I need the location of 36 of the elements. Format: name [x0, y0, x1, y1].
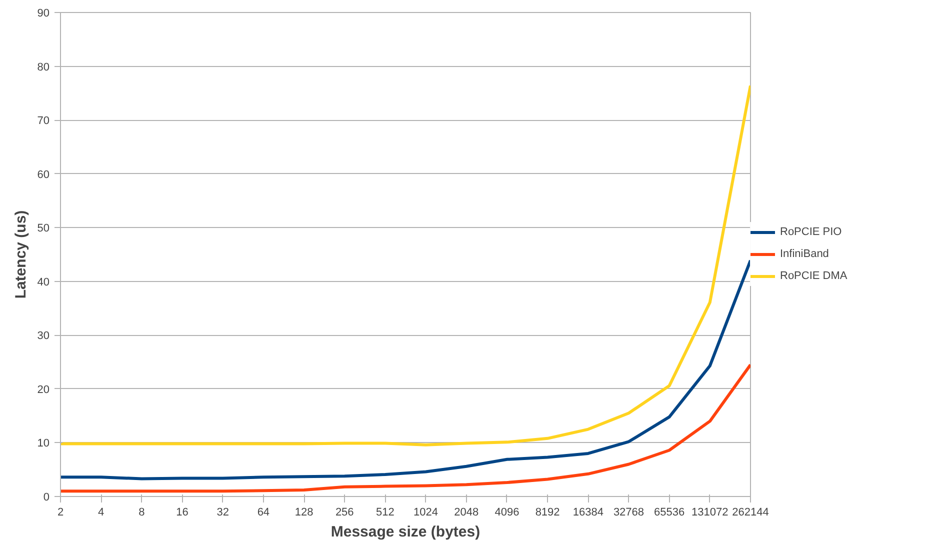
legend-label: RoPCIE DMA [780, 270, 848, 282]
x-tick-label: 32768 [613, 506, 644, 518]
x-tick-label: 16384 [572, 506, 604, 518]
y-tick-label: 0 [43, 492, 50, 504]
x-tick-label: 65536 [654, 506, 685, 518]
x-tick-label: 262144 [732, 506, 769, 518]
y-axis-title: Latency (us) [12, 210, 30, 299]
legend-label: InfiniBand [780, 248, 829, 260]
y-tick-label: 80 [37, 61, 50, 74]
x-tick-label: 8192 [535, 506, 560, 518]
x-tick-label: 32 [216, 506, 229, 518]
x-tick-label: 16 [176, 506, 188, 518]
x-tick-label: 131072 [692, 506, 728, 518]
legend-label: RoPCIE PIO [780, 226, 842, 238]
x-tick-label: 128 [294, 506, 314, 518]
x-tick-label: 512 [376, 506, 394, 518]
y-tick-label: 40 [37, 276, 50, 288]
x-tick-label: 256 [335, 506, 354, 518]
y-tick-label: 70 [37, 115, 50, 128]
x-tick-label: 2048 [454, 506, 479, 518]
x-tick-label: 4 [98, 506, 104, 518]
y-tick-label: 10 [37, 438, 50, 450]
x-tick-label: 1024 [414, 506, 438, 518]
y-tick-label: 50 [37, 222, 50, 235]
y-tick-label: 90 [37, 8, 50, 20]
x-tick-label: 8 [138, 506, 145, 518]
line-series [60, 258, 750, 480]
y-tick-label: 30 [37, 330, 50, 342]
y-tick-label: 20 [37, 384, 50, 396]
line-series [60, 84, 750, 446]
x-tick-label: 2 [57, 506, 64, 518]
x-axis-title: Message size (bytes) [330, 524, 480, 540]
line-series [60, 363, 750, 493]
x-tick-label: 64 [257, 506, 270, 518]
x-tick-label: 4096 [494, 506, 520, 518]
y-tick-label: 60 [37, 168, 50, 181]
